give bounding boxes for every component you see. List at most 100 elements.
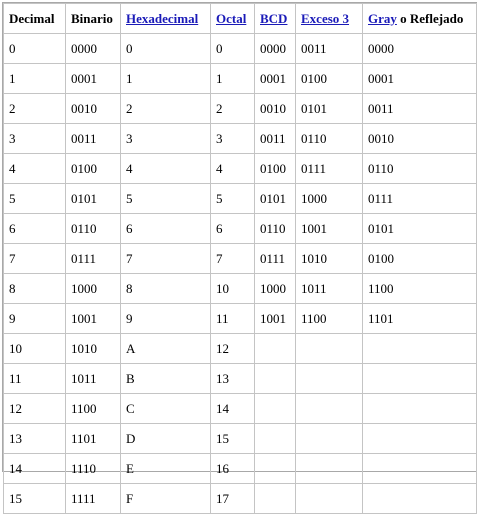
- cell-octal: 3: [210, 123, 255, 154]
- cell-octal: 2: [210, 93, 255, 124]
- cell-decimal: 5: [3, 183, 66, 214]
- header-decimal: Decimal: [3, 3, 66, 34]
- cell-hexadecimal: A: [120, 333, 211, 364]
- cell-gray: 0101: [362, 213, 477, 244]
- cell-exceso3: [295, 333, 363, 364]
- cell-octal: 4: [210, 153, 255, 184]
- exceso3-link[interactable]: Exceso 3: [301, 10, 350, 26]
- cell-decimal: 10: [3, 333, 66, 364]
- table-row: 12 1100 C 14: [3, 393, 477, 424]
- cell-binario: 1000: [65, 273, 121, 304]
- cell-octal: 10: [210, 273, 255, 304]
- cell-bcd: 0000: [254, 33, 296, 64]
- cell-bcd: 0100: [254, 153, 296, 184]
- cell-binario: 0110: [65, 213, 121, 244]
- header-octal: Octal: [210, 3, 255, 34]
- table-row: 1 0001 1 1 0001 0100 0001: [3, 63, 477, 94]
- cell-binario: 1001: [65, 303, 121, 334]
- cell-gray: 0001: [362, 63, 477, 94]
- cell-gray: 1101: [362, 303, 477, 334]
- cell-octal: 11: [210, 303, 255, 334]
- cell-gray: [362, 423, 477, 454]
- header-hexadecimal: Hexadecimal: [120, 3, 211, 34]
- cell-octal: 16: [210, 453, 255, 484]
- cell-hexadecimal: B: [120, 363, 211, 394]
- cell-hexadecimal: 0: [120, 33, 211, 64]
- cell-gray: [362, 393, 477, 424]
- cell-exceso3: [295, 483, 363, 514]
- cell-decimal: 4: [3, 153, 66, 184]
- cell-decimal: 15: [3, 483, 66, 514]
- cell-gray: 0000: [362, 33, 477, 64]
- cell-exceso3: 0011: [295, 33, 363, 64]
- cell-hexadecimal: 8: [120, 273, 211, 304]
- table-row: 15 1111 F 17: [3, 483, 477, 514]
- cell-decimal: 8: [3, 273, 66, 304]
- table-row: 0 0000 0 0 0000 0011 0000: [3, 33, 477, 64]
- table-row: 10 1010 A 12: [3, 333, 477, 364]
- table-row: 14 1110 E 16: [3, 453, 477, 484]
- cell-gray: 0110: [362, 153, 477, 184]
- table-row: 11 1011 B 13: [3, 363, 477, 394]
- cell-gray: [362, 363, 477, 394]
- cell-binario: 1111: [65, 483, 121, 514]
- cell-bcd: [254, 483, 296, 514]
- cell-binario: 0100: [65, 153, 121, 184]
- cell-gray: 0011: [362, 93, 477, 124]
- cell-decimal: 2: [3, 93, 66, 124]
- header-bcd: BCD: [254, 3, 296, 34]
- cell-hexadecimal: 6: [120, 213, 211, 244]
- cell-hexadecimal: F: [120, 483, 211, 514]
- cell-decimal: 6: [3, 213, 66, 244]
- octal-link[interactable]: Octal: [216, 10, 247, 26]
- cell-decimal: 0: [3, 33, 66, 64]
- cell-bcd: [254, 363, 296, 394]
- cell-decimal: 7: [3, 243, 66, 274]
- cell-decimal: 1: [3, 63, 66, 94]
- cell-exceso3: 1010: [295, 243, 363, 274]
- header-row: Decimal Binario Hexadecimal Octal BCD Ex…: [3, 3, 477, 34]
- cell-binario: 1100: [65, 393, 121, 424]
- cell-bcd: 0111: [254, 243, 296, 274]
- cell-binario: 0001: [65, 63, 121, 94]
- header-gray: Gray o Reflejado: [362, 3, 477, 34]
- cell-binario: 1011: [65, 363, 121, 394]
- table-body: 0 0000 0 0 0000 0011 0000 1 0001 1 1 0001 0100 0001 2 0…: [3, 33, 477, 514]
- cell-binario: 1010: [65, 333, 121, 364]
- cell-bcd: 0011: [254, 123, 296, 154]
- cell-hexadecimal: 5: [120, 183, 211, 214]
- cell-binario: 0000: [65, 33, 121, 64]
- cell-hexadecimal: 1: [120, 63, 211, 94]
- cell-decimal: 12: [3, 393, 66, 424]
- cell-decimal: 14: [3, 453, 66, 484]
- cell-binario: 0010: [65, 93, 121, 124]
- cell-bcd: 0010: [254, 93, 296, 124]
- header-exceso3: Exceso 3: [295, 3, 363, 34]
- cell-bcd: 0101: [254, 183, 296, 214]
- cell-exceso3: [295, 393, 363, 424]
- cell-bcd: 0110: [254, 213, 296, 244]
- cell-octal: 0: [210, 33, 255, 64]
- cell-exceso3: 0110: [295, 123, 363, 154]
- cell-octal: 14: [210, 393, 255, 424]
- cell-octal: 12: [210, 333, 255, 364]
- table-row: 4 0100 4 4 0100 0111 0110: [3, 153, 477, 184]
- hexadecimal-link[interactable]: Hexadecimal: [126, 10, 199, 26]
- cell-octal: 5: [210, 183, 255, 214]
- cell-exceso3: [295, 423, 363, 454]
- gray-link[interactable]: Gray: [368, 10, 397, 26]
- cell-gray: 1100: [362, 273, 477, 304]
- cell-octal: 1: [210, 63, 255, 94]
- cell-hexadecimal: D: [120, 423, 211, 454]
- cell-exceso3: [295, 363, 363, 394]
- cell-bcd: [254, 333, 296, 364]
- cell-bcd: 0001: [254, 63, 296, 94]
- cell-bcd: 1000: [254, 273, 296, 304]
- cell-hexadecimal: E: [120, 453, 211, 484]
- cell-binario: 1110: [65, 453, 121, 484]
- cell-octal: 6: [210, 213, 255, 244]
- bcd-link[interactable]: BCD: [260, 10, 288, 26]
- cell-bcd: [254, 423, 296, 454]
- cell-gray: [362, 483, 477, 514]
